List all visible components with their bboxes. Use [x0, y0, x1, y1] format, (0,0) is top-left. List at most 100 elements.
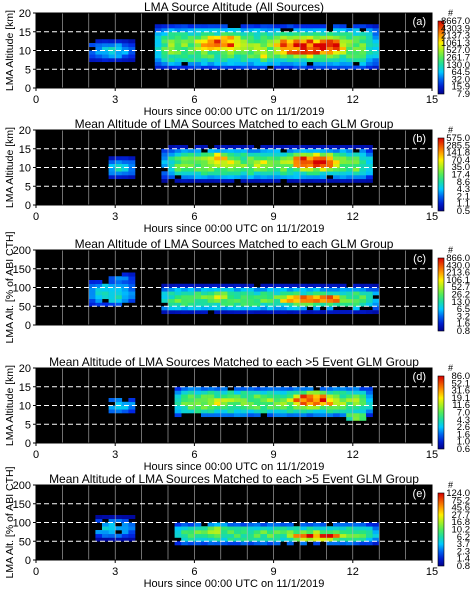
heatmap-cell: [286, 533, 294, 538]
colorbar-tick-label: 31.6: [452, 386, 471, 397]
heatmap-cell: [260, 43, 268, 48]
colorbar-unit-label: #: [448, 480, 453, 490]
heatmap-cell: [174, 306, 182, 311]
heatmap-cell: [352, 35, 360, 40]
heatmap-cell: [240, 35, 248, 40]
heatmap-cell: [168, 50, 175, 55]
heatmap-cell: [319, 291, 327, 296]
heatmap-cell: [168, 58, 175, 63]
heatmap-cell: [326, 160, 334, 165]
heatmap-cell: [313, 405, 321, 410]
heatmap-cell: [247, 522, 255, 527]
heatmap-cell: [293, 386, 301, 391]
colorbar-tick-label: 2.6: [457, 422, 470, 433]
colorbar-tick-label: 7.0: [457, 408, 470, 419]
colorbar-tick-label: 1.0: [457, 437, 470, 448]
colorbar-tick-label: 141.8: [446, 148, 470, 159]
heatmap-cell: [102, 526, 109, 531]
heatmap-cell: [333, 50, 340, 55]
heatmap-cell: [366, 401, 373, 406]
heatmap-cell: [214, 405, 222, 410]
heatmap-cell: [306, 522, 314, 527]
heatmap-cell: [267, 167, 274, 172]
heatmap-cell: [161, 46, 169, 51]
heatmap-cell: [115, 43, 123, 48]
heatmap-cell: [227, 58, 235, 63]
heatmap-cell: [339, 171, 347, 176]
heatmap-cell: [253, 43, 261, 48]
heatmap-cell: [102, 533, 109, 538]
heatmap-cell: [115, 280, 123, 285]
heatmap-cell: [234, 50, 241, 55]
heatmap-cell: [207, 171, 215, 176]
heatmap-cell: [108, 298, 116, 303]
heatmap-cell: [267, 413, 274, 418]
heatmap-cell: [372, 58, 380, 63]
heatmap-cell: [346, 302, 354, 307]
heatmap-cell: [108, 522, 116, 527]
heatmap-cell: [352, 522, 360, 527]
heatmap-cell: [201, 46, 208, 51]
heatmap-cell: [181, 295, 189, 300]
heatmap-cell: [108, 280, 116, 285]
heatmap-cell: [214, 35, 222, 40]
heatmap-cell: [352, 46, 360, 51]
heatmap-cell: [247, 152, 255, 157]
heatmap-cell: [319, 35, 327, 40]
heatmap-cell: [319, 152, 327, 157]
heatmap-cell: [286, 405, 294, 410]
heatmap-cell: [306, 28, 314, 33]
heatmap-cell: [234, 61, 241, 66]
colorbar-tick-label: 64.5: [452, 67, 471, 78]
colorbar-tick-label: 16.8: [452, 517, 471, 528]
heatmap-cell: [95, 46, 103, 51]
heatmap-cell: [168, 31, 175, 36]
heatmap-cell: [187, 61, 195, 66]
heatmap-cell: [253, 386, 261, 391]
heatmap-cell: [253, 409, 261, 414]
heatmap-cell: [326, 54, 334, 59]
heatmap-cell: [333, 175, 340, 180]
heatmap-cell: [260, 295, 268, 300]
heatmap-cell: [220, 413, 228, 418]
panel-label: (c): [413, 253, 426, 265]
heatmap-cell: [326, 306, 334, 311]
heatmap-cell: [273, 54, 281, 59]
colorbar-tick-label: 1.1: [457, 199, 470, 210]
heatmap-cell: [326, 530, 334, 535]
heatmap-cell: [300, 167, 307, 172]
heatmap-cell: [286, 291, 294, 296]
heatmap-cell: [286, 61, 294, 66]
heatmap-cell: [300, 530, 307, 535]
heatmap-cell: [240, 537, 248, 542]
heatmap-cell: [253, 306, 261, 311]
heatmap-cell: [260, 35, 268, 40]
heatmap-cell: [346, 178, 354, 183]
heatmap-cell: [214, 386, 222, 391]
y-axis-label: LMA Altitude [km]: [4, 10, 16, 91]
heatmap-cell: [194, 145, 202, 150]
heatmap-cell: [253, 31, 261, 36]
heatmap-cell: [240, 175, 248, 180]
heatmap-cell: [339, 541, 347, 546]
heatmap-cell: [154, 39, 162, 44]
heatmap-cell: [220, 390, 228, 395]
heatmap-cell: [313, 178, 321, 183]
colorbar-tick-label: 32.0: [452, 74, 471, 85]
heatmap-cell: [174, 302, 182, 307]
heatmap-cell: [234, 145, 241, 150]
heatmap-cell: [234, 287, 241, 292]
heatmap-cell: [220, 148, 228, 153]
heatmap-cell: [346, 291, 354, 296]
heatmap-cell: [346, 50, 354, 55]
heatmap-cell: [280, 50, 288, 55]
heatmap-cell: [267, 398, 274, 403]
heatmap-cell: [201, 54, 208, 59]
x-axis-label: Hours since 00:00 UTC on 11/1/2019: [144, 461, 325, 473]
heatmap-cell: [207, 28, 215, 33]
heatmap-cell: [240, 43, 248, 48]
heatmap-cell: [267, 302, 274, 307]
heatmap-cell: [267, 24, 274, 29]
heatmap-cell: [207, 390, 215, 395]
